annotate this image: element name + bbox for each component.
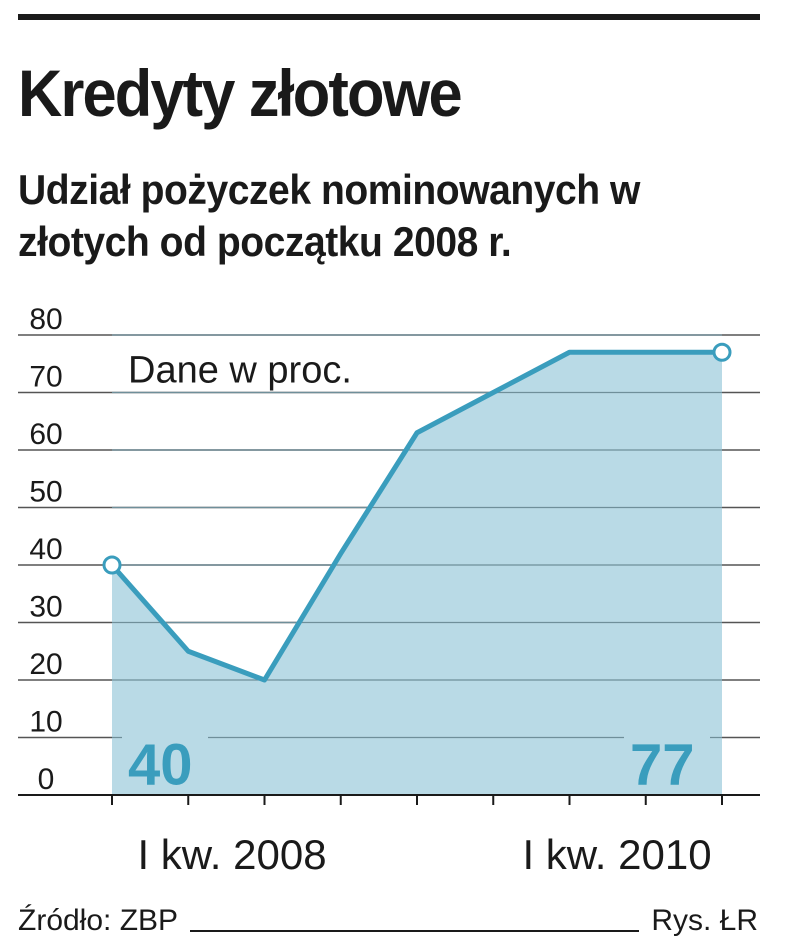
endpoint-marker: [712, 342, 732, 362]
x-axis-labels: I kw. 2008 I kw. 2010: [137, 831, 711, 878]
top-rule: [18, 14, 760, 20]
y-tick-label: 40: [29, 533, 62, 566]
y-tick-label: 30: [29, 591, 62, 624]
y-tick-label: 50: [29, 476, 62, 509]
y-tick-label: 80: [29, 303, 62, 336]
area-fill: [112, 352, 722, 795]
endpoint-marker: [102, 555, 122, 575]
footer-rule: [190, 930, 640, 932]
footer: Źródło: ZBP Rys. ŁR: [18, 898, 758, 938]
data-label: 77: [630, 732, 695, 797]
gridlines-over-area: [112, 334, 722, 739]
x-axis-label: I kw. 2008: [137, 831, 326, 878]
source-label: Źródło: ZBP: [18, 904, 179, 937]
data-label-background: [624, 720, 710, 772]
series-line: [110, 349, 722, 683]
units-note: Dane w proc.: [128, 350, 352, 392]
chart-subtitle: Udział pożyczek nominowanych w złotych o…: [18, 166, 640, 265]
note-background: [120, 341, 442, 381]
y-tick-label: 70: [29, 361, 62, 394]
data-points: [102, 342, 732, 575]
x-axis-ticks: [111, 795, 723, 805]
area-chart: 0 10 20 30 40 50 60 70 80 Dane w proc. 40 77 I kw…: [18, 303, 760, 878]
x-axis-label: I kw. 2010: [522, 831, 711, 878]
y-tick-label: 20: [29, 648, 62, 681]
y-tick-label: 60: [29, 418, 62, 451]
y-tick-label: 10: [29, 706, 62, 739]
data-labels: 40 77: [122, 720, 710, 797]
data-label: 40: [128, 732, 193, 797]
y-axis-ticks: 0 10 20 30 40 50 60 70 80: [29, 303, 62, 796]
chart-title: Kredyty złotowe: [18, 56, 463, 130]
credit-label: Rys. ŁR: [651, 904, 758, 937]
data-label-background: [122, 720, 208, 772]
y-tick-label: 0: [38, 763, 55, 796]
